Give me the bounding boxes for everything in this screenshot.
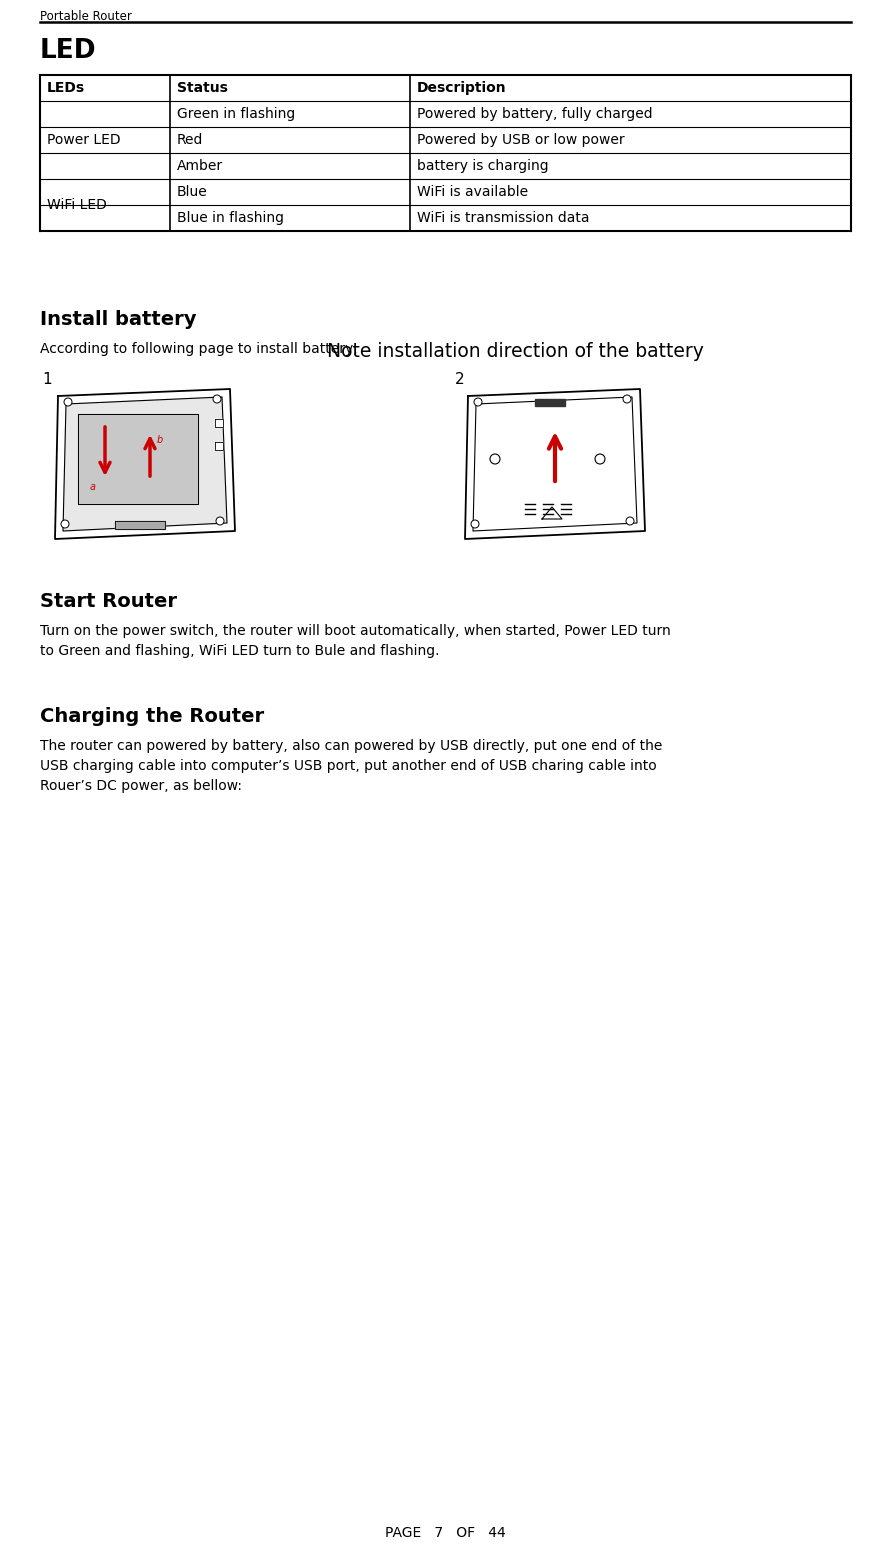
- Text: PAGE   7   OF   44: PAGE 7 OF 44: [385, 1526, 506, 1540]
- Circle shape: [471, 521, 479, 528]
- Text: WiFi LED: WiFi LED: [47, 197, 107, 211]
- Circle shape: [490, 454, 500, 465]
- Text: Power LED: Power LED: [47, 134, 120, 148]
- Text: Note installation direction of the battery: Note installation direction of the batte…: [321, 342, 704, 361]
- Circle shape: [623, 395, 631, 402]
- Polygon shape: [473, 396, 637, 531]
- Circle shape: [64, 398, 72, 406]
- Text: Install battery: Install battery: [40, 309, 197, 329]
- Polygon shape: [78, 413, 198, 503]
- Text: Blue in flashing: Blue in flashing: [177, 211, 284, 225]
- Text: LEDs: LEDs: [47, 81, 86, 95]
- Text: Charging the Router: Charging the Router: [40, 707, 264, 726]
- Text: Blue: Blue: [177, 185, 208, 199]
- Polygon shape: [115, 521, 165, 528]
- Polygon shape: [63, 396, 227, 531]
- Text: Amber: Amber: [177, 159, 223, 172]
- Text: Powered by battery, fully charged: Powered by battery, fully charged: [417, 107, 652, 121]
- Text: a: a: [90, 482, 96, 493]
- Text: Status: Status: [177, 81, 228, 95]
- Text: Green in flashing: Green in flashing: [177, 107, 295, 121]
- Text: Red: Red: [177, 134, 203, 148]
- Circle shape: [595, 454, 605, 465]
- Text: The router can powered by battery, also can powered by USB directly, put one end: The router can powered by battery, also …: [40, 740, 662, 793]
- Circle shape: [213, 395, 221, 402]
- Text: b: b: [157, 435, 163, 444]
- Text: LED: LED: [40, 37, 96, 64]
- Circle shape: [474, 398, 482, 406]
- Text: battery is charging: battery is charging: [417, 159, 549, 172]
- Polygon shape: [215, 441, 223, 451]
- Text: 2: 2: [455, 371, 464, 387]
- Circle shape: [61, 521, 69, 528]
- Text: WiFi is transmission data: WiFi is transmission data: [417, 211, 590, 225]
- Text: Turn on the power switch, the router will boot automatically, when started, Powe: Turn on the power switch, the router wil…: [40, 625, 671, 657]
- Polygon shape: [215, 420, 223, 427]
- Circle shape: [216, 517, 224, 525]
- Polygon shape: [535, 399, 565, 406]
- Circle shape: [626, 517, 634, 525]
- Polygon shape: [465, 388, 645, 539]
- Polygon shape: [55, 388, 235, 539]
- Text: Powered by USB or low power: Powered by USB or low power: [417, 134, 625, 148]
- Text: Portable Router: Portable Router: [40, 9, 132, 23]
- Text: 1: 1: [42, 371, 52, 387]
- Text: Start Router: Start Router: [40, 592, 177, 611]
- Text: According to following page to install battery,: According to following page to install b…: [40, 342, 357, 356]
- Text: WiFi is available: WiFi is available: [417, 185, 528, 199]
- Text: Description: Description: [417, 81, 507, 95]
